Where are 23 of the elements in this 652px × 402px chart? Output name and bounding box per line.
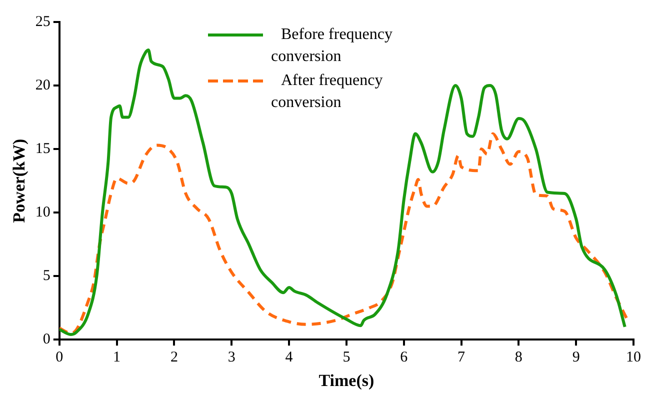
x-tick-label: 0 — [56, 350, 64, 366]
x-tick-label: 7 — [458, 350, 466, 366]
x-tick-label: 1 — [113, 350, 121, 366]
line-series — [59, 132, 630, 335]
x-axis-title: Time(s) — [318, 371, 374, 390]
y-tick-label: 10 — [35, 204, 50, 220]
legend-label: After frequency conversion — [271, 71, 384, 113]
y-tick-label: 15 — [35, 140, 50, 157]
x-tick-label: 6 — [400, 350, 408, 366]
line-series — [59, 48, 626, 336]
x-tick-label: 3 — [228, 350, 236, 366]
legend-label: Before frequency conversion — [271, 25, 394, 67]
x-tick-label: 4 — [285, 350, 294, 366]
x-tick-label: 5 — [342, 350, 350, 366]
y-axis-title: Power(kW) — [10, 138, 29, 223]
x-tick-label: 9 — [572, 350, 580, 366]
x-tick-label: 10 — [626, 350, 641, 366]
x-tick-label: 2 — [170, 350, 178, 366]
y-tick-label: 20 — [35, 77, 50, 94]
x-tick-label: 8 — [514, 350, 522, 366]
y-tick-label: 5 — [42, 268, 50, 284]
y-tick-label: 25 — [35, 14, 50, 30]
y-tick-label: 0 — [42, 332, 50, 348]
